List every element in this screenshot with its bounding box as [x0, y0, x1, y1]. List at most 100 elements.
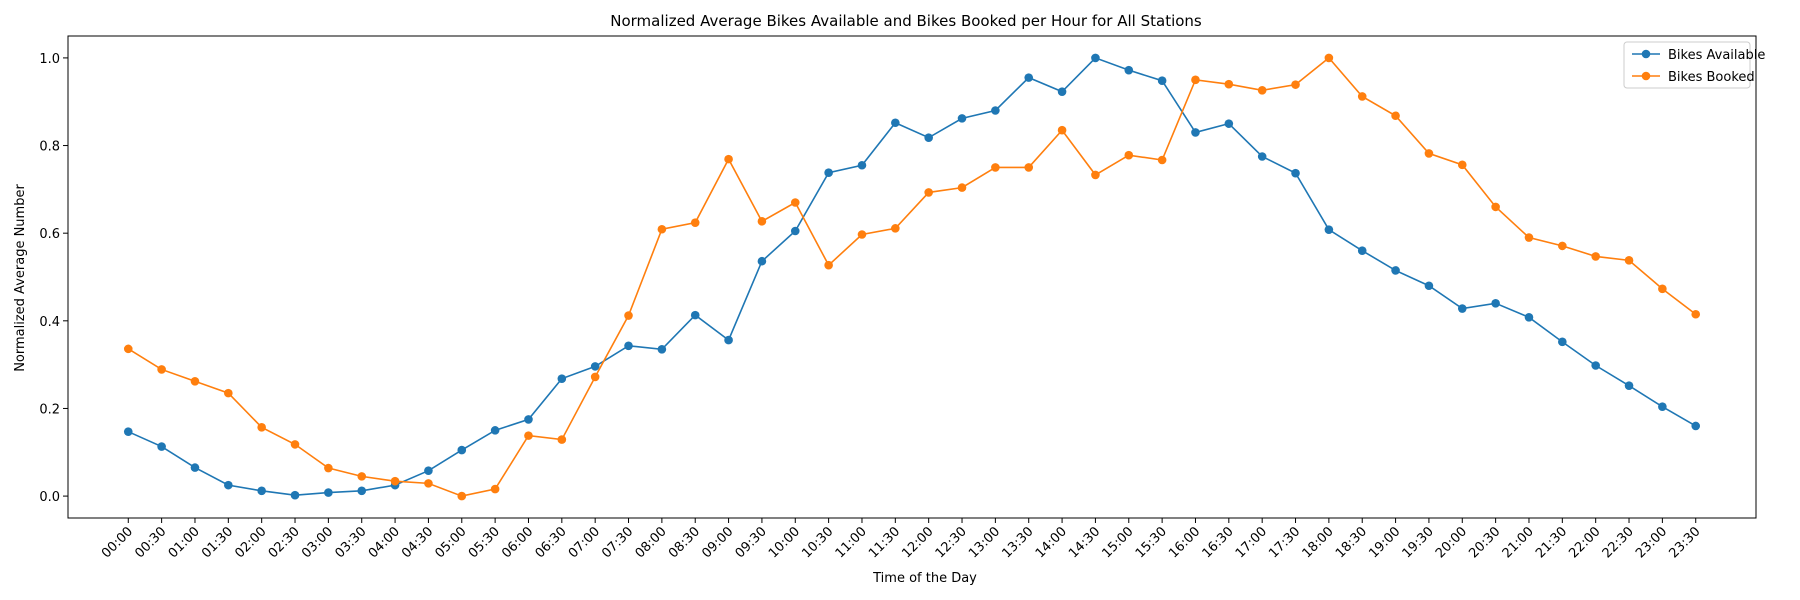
data-point — [190, 463, 200, 472]
x-tick-label: 13:30 — [999, 524, 1036, 561]
x-tick-label: 11:30 — [866, 524, 903, 561]
data-point — [1324, 225, 1334, 234]
data-point — [1257, 86, 1267, 95]
x-tick-label: 22:00 — [1566, 524, 1603, 561]
x-tick-label: 06:30 — [533, 524, 570, 561]
data-point — [1091, 53, 1100, 63]
x-tick-label: 08:00 — [633, 524, 670, 561]
data-point — [757, 217, 767, 226]
data-point — [1157, 76, 1167, 85]
data-point — [557, 374, 567, 383]
x-tick-label: 23:00 — [1633, 524, 1670, 561]
plot-frame — [67, 35, 1757, 519]
data-point — [590, 362, 600, 371]
data-point — [1157, 155, 1167, 165]
data-point — [457, 491, 467, 501]
x-tick-label: 22:30 — [1600, 524, 1637, 561]
data-point — [357, 486, 367, 496]
x-axis-label: Time of the Day — [872, 571, 977, 586]
data-point — [1391, 111, 1400, 121]
x-tick-label: 21:30 — [1533, 524, 1570, 561]
x-tick-label: 14:30 — [1066, 524, 1103, 561]
x-tick-label: 12:30 — [933, 524, 970, 561]
series-line — [127, 56, 1697, 497]
data-point — [1424, 281, 1434, 291]
data-point — [1024, 73, 1034, 82]
data-point — [1457, 304, 1467, 313]
x-tick-label: 00:30 — [132, 524, 169, 561]
data-point — [324, 488, 333, 497]
data-point — [357, 472, 367, 481]
x-tick-label: 17:00 — [1233, 524, 1270, 561]
data-point — [190, 376, 200, 386]
data-point — [290, 440, 300, 449]
data-point — [1424, 149, 1434, 158]
data-point — [1558, 337, 1567, 347]
data-point — [1291, 168, 1300, 178]
data-point — [524, 415, 533, 424]
data-point — [157, 442, 166, 451]
data-point — [1357, 246, 1367, 256]
data-point — [1691, 421, 1701, 431]
data-point — [1091, 170, 1100, 180]
series-2 — [123, 53, 1701, 501]
data-point — [1057, 87, 1067, 96]
x-tick-label: 07:00 — [566, 524, 603, 561]
y-tick-label: 0.0 — [39, 490, 60, 505]
x-tick-label: 13:00 — [966, 524, 1003, 561]
x-tick-label: 15:00 — [1100, 524, 1137, 561]
data-point — [1191, 75, 1200, 85]
x-tick-label: 10:30 — [799, 524, 836, 561]
x-tick-label: 09:30 — [733, 524, 770, 561]
data-point — [790, 226, 800, 236]
series-layer — [123, 53, 1701, 501]
data-point — [624, 311, 633, 320]
data-point — [224, 480, 233, 490]
data-point — [457, 445, 467, 455]
data-point — [1224, 119, 1234, 128]
x-tick-label: 04:00 — [366, 524, 403, 561]
data-point — [957, 114, 967, 123]
data-point — [1591, 361, 1600, 370]
x-tick-label: 02:30 — [266, 524, 303, 561]
data-point — [257, 486, 266, 496]
y-tick-label: 1.0 — [39, 52, 60, 67]
x-tick-label: 12:00 — [899, 524, 936, 561]
y-axis-label: Normalized Average Number — [13, 184, 28, 372]
data-point — [824, 168, 833, 178]
data-point — [1124, 150, 1134, 160]
data-point — [857, 230, 867, 239]
data-point — [991, 163, 1000, 172]
x-tick-label: 03:30 — [332, 524, 369, 561]
data-point — [724, 154, 733, 164]
data-point — [1291, 80, 1300, 89]
y-tick-label: 0.2 — [39, 402, 60, 417]
x-tick-label: 21:00 — [1500, 524, 1537, 561]
x-tick-label: 05:30 — [466, 524, 503, 561]
data-point — [424, 466, 433, 475]
x-tick-label: 02:00 — [232, 524, 269, 561]
x-tick-label: 07:30 — [599, 524, 636, 561]
data-point — [790, 198, 800, 207]
x-tick-label: 17:30 — [1266, 524, 1303, 561]
data-point — [724, 335, 733, 345]
data-point — [1257, 152, 1267, 161]
data-point — [290, 490, 300, 500]
axes: 0.00.20.40.60.81.000:0000:3001:0001:3002… — [39, 52, 1703, 561]
data-point — [490, 426, 500, 435]
x-tick-label: 20:00 — [1433, 524, 1470, 561]
data-point — [690, 218, 700, 227]
data-point — [1224, 79, 1234, 89]
data-point — [824, 260, 833, 270]
data-point — [657, 345, 667, 354]
data-point — [557, 435, 567, 444]
data-point — [123, 427, 133, 436]
x-tick-label: 15:30 — [1133, 524, 1170, 561]
x-tick-label: 16:30 — [1200, 524, 1237, 561]
x-tick-label: 20:30 — [1466, 524, 1503, 561]
x-tick-label: 01:00 — [166, 524, 203, 561]
data-point — [123, 344, 133, 354]
data-point — [957, 183, 967, 192]
data-point — [590, 372, 600, 382]
